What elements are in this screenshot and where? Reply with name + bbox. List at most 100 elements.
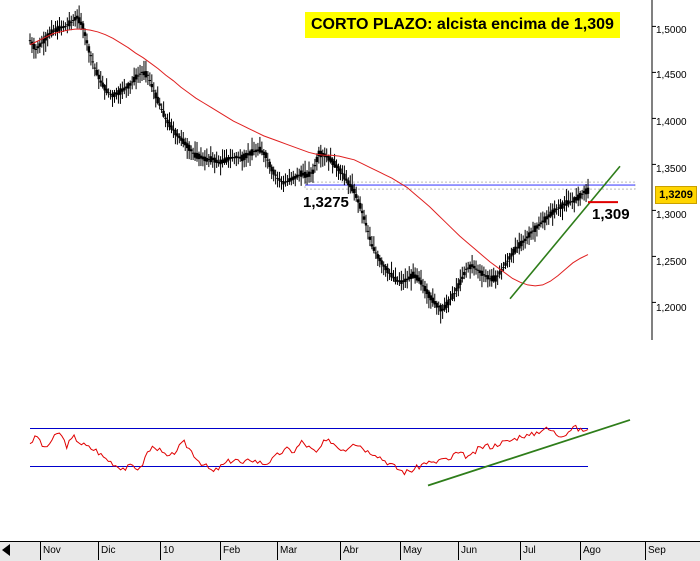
candle-body [533, 225, 537, 232]
candle-body [77, 17, 81, 24]
candle-body [54, 28, 57, 32]
candle-body [189, 149, 193, 152]
time-axis [0, 541, 700, 561]
candle-body [502, 267, 505, 269]
candle-body [565, 200, 568, 206]
candle-body [64, 26, 67, 28]
candle-body [201, 156, 205, 160]
candle-body [252, 151, 256, 153]
candle-body [478, 270, 482, 274]
candle-body [488, 278, 491, 280]
candle-body [402, 280, 405, 283]
candle-body [347, 180, 350, 186]
candle-body [229, 156, 232, 159]
candle-body [305, 173, 309, 178]
candle-body [217, 161, 220, 164]
candle-body [437, 306, 440, 308]
candle-body [180, 137, 183, 141]
x-tick-label: Jun [461, 545, 478, 556]
candle-body [561, 202, 564, 209]
candle-body [233, 157, 236, 159]
candle-body [378, 257, 381, 262]
candle-body [364, 222, 368, 226]
candle-body [56, 26, 59, 32]
candle-body [156, 96, 159, 104]
candle-body [339, 168, 342, 174]
candle-body [50, 29, 53, 36]
candle-body [571, 200, 574, 202]
scroll-left-icon[interactable] [2, 544, 10, 556]
candle-body [543, 216, 547, 223]
candle-body [280, 181, 283, 183]
candle-body [262, 151, 266, 155]
candle-body [91, 61, 95, 63]
candle-body [317, 150, 321, 156]
candle-body [551, 209, 554, 215]
candle-body [44, 35, 47, 41]
candle-body [292, 176, 295, 180]
candle-body [152, 90, 155, 92]
candle-body [176, 133, 179, 137]
candle-body [555, 208, 558, 210]
candle-body [545, 216, 548, 220]
oscillator-panel [29, 419, 631, 487]
candle-body [455, 287, 458, 292]
candle-body [445, 301, 448, 308]
candle-body [242, 153, 246, 160]
candle-body [459, 279, 462, 285]
candle-body [319, 150, 323, 158]
candle-body [382, 264, 385, 267]
candle-body [89, 55, 93, 57]
candle-body [34, 48, 38, 50]
candle-body [246, 153, 250, 156]
candle-body [547, 214, 550, 218]
candle-body [160, 109, 163, 111]
candle-body [584, 188, 588, 195]
price-panel [28, 0, 656, 340]
candle-body [435, 302, 438, 308]
candle-body [213, 157, 216, 163]
candle-body [203, 156, 207, 162]
candle-body [93, 67, 97, 69]
candle-body [52, 30, 55, 32]
candle-body [46, 33, 49, 38]
x-tick-label: 10 [163, 545, 175, 556]
candle-body [113, 92, 116, 97]
candle-body [453, 293, 456, 295]
x-tick-label: Ago [583, 545, 601, 556]
candle-body [472, 265, 476, 269]
candle-body [276, 177, 279, 179]
candle-body [516, 247, 519, 249]
candle-body [68, 20, 71, 27]
candle-body [294, 175, 297, 179]
candle-body [421, 285, 425, 287]
candle-body [498, 271, 501, 275]
candle-body [521, 240, 525, 243]
candle-body [109, 93, 112, 95]
candle-body [162, 110, 165, 117]
candle-body [297, 174, 301, 176]
candle-body [388, 272, 391, 274]
candle-body [476, 269, 480, 271]
candle-body [461, 276, 464, 280]
candle-body [531, 230, 535, 232]
candle-body [553, 208, 556, 213]
candle-body [329, 157, 332, 163]
candle-body [225, 157, 228, 163]
candle-body [105, 88, 108, 93]
candle-body [248, 151, 252, 156]
candle-body [231, 156, 234, 159]
candle-body [83, 32, 87, 36]
candle-body [396, 280, 399, 282]
candle-body [286, 180, 289, 182]
candle-body [358, 202, 362, 209]
candle-body [368, 236, 372, 240]
candle-body [134, 74, 138, 80]
candle-body [398, 280, 401, 283]
candle-body [211, 157, 214, 160]
candle-body [541, 220, 545, 223]
x-tick-label: Jul [523, 545, 536, 556]
candle-body [351, 185, 354, 192]
candle-body [429, 295, 433, 301]
candle-body [535, 225, 539, 229]
